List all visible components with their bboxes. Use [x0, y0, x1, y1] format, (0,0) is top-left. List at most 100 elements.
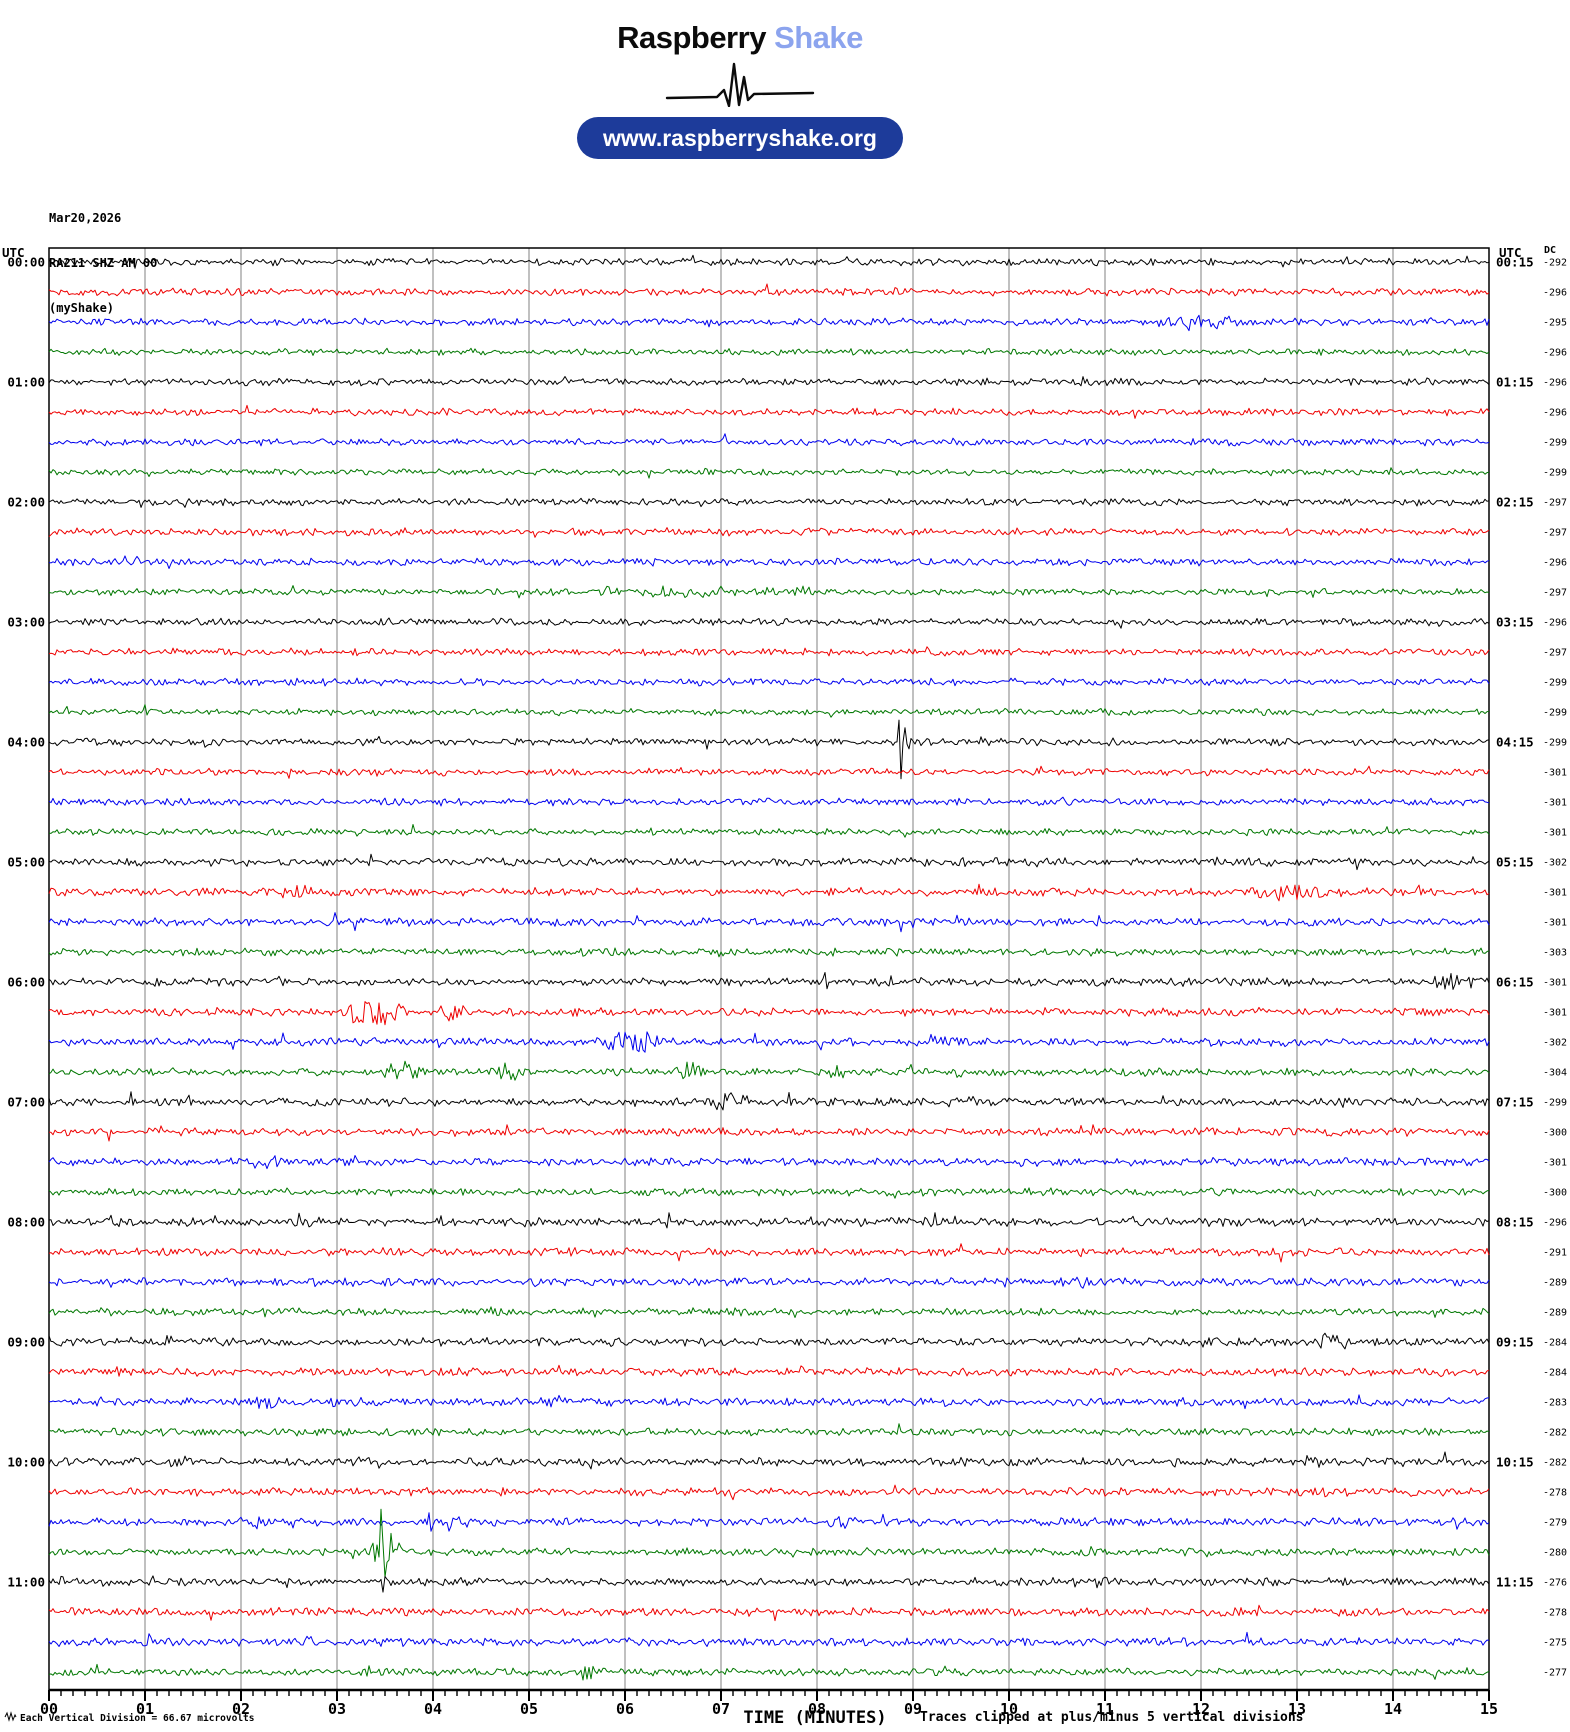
website-link[interactable]: www.raspberryshake.org [577, 117, 903, 159]
clip-note: Traces clipped at plus/minus 5 vertical … [920, 1710, 1304, 1725]
station-date: Mar20,2026 [49, 211, 122, 225]
dc-value: -275 [1543, 1638, 1567, 1649]
right-time-label: 02:15 [1496, 495, 1534, 510]
dc-value: -296 [1543, 348, 1567, 359]
seismogram-trace-row-19 [48, 824, 1490, 838]
dc-value: -297 [1543, 648, 1567, 659]
seismogram-trace-row-26 [48, 1031, 1490, 1053]
x-tick-label: 05 [520, 1700, 538, 1718]
x-tick-label: 14 [1384, 1700, 1402, 1718]
x-tick-label: 01 [136, 1700, 154, 1718]
dc-value: -295 [1543, 318, 1567, 329]
dc-value: -276 [1543, 1578, 1567, 1589]
dc-value: -304 [1543, 1068, 1567, 1079]
x-tick-label: 15 [1480, 1700, 1498, 1718]
dc-value: -289 [1543, 1278, 1567, 1289]
dc-value: -299 [1543, 738, 1567, 749]
dc-value: -282 [1543, 1458, 1567, 1469]
seismogram-trace-row-6 [48, 433, 1490, 447]
left-time-label: 07:00 [7, 1095, 45, 1110]
right-time-label: 03:15 [1496, 615, 1534, 630]
brand-shake: Shake [774, 20, 863, 55]
seismogram-trace-row-47 [48, 1663, 1490, 1681]
left-time-label: 11:00 [7, 1575, 45, 1590]
right-time-label: 08:15 [1496, 1215, 1534, 1230]
seismogram-trace-row-25 [48, 1001, 1490, 1026]
x-tick-label: 11 [1096, 1700, 1114, 1718]
seismogram-trace-row-46 [48, 1631, 1490, 1647]
dc-value: -282 [1543, 1428, 1567, 1439]
brand-logo: Raspberry Shake [617, 22, 863, 53]
right-time-label: 06:15 [1496, 975, 1534, 990]
dc-value: -299 [1543, 438, 1567, 449]
seismogram-trace-row-12 [48, 617, 1490, 629]
x-tick-label: 09 [904, 1700, 922, 1718]
dc-value: -297 [1543, 528, 1567, 539]
seismogram-trace-row-45 [48, 1604, 1490, 1622]
dc-value: -278 [1543, 1608, 1567, 1619]
dc-value: -284 [1543, 1338, 1567, 1349]
seismogram-trace-row-35 [48, 1306, 1490, 1318]
dc-value: -302 [1543, 1038, 1567, 1049]
left-time-label: 02:00 [7, 495, 45, 510]
seismogram-trace-row-8 [48, 497, 1490, 508]
dc-value: -278 [1543, 1488, 1567, 1499]
left-time-label: 04:00 [7, 735, 45, 750]
dc-value: -299 [1543, 678, 1567, 689]
right-time-label: 00:15 [1496, 255, 1534, 270]
right-time-label: 09:15 [1496, 1335, 1534, 1350]
dc-value: -301 [1543, 798, 1567, 809]
seismogram-trace-row-37 [48, 1364, 1490, 1378]
seismogram-trace-row-9 [48, 527, 1490, 538]
dc-value: -284 [1543, 1368, 1567, 1379]
seismogram-trace-row-36 [48, 1332, 1490, 1350]
seismogram-trace-row-16 [48, 719, 1490, 780]
seismogram-trace-row-15 [48, 704, 1490, 718]
seismogram-trace-row-23 [48, 947, 1490, 958]
right-time-label: 07:15 [1496, 1095, 1534, 1110]
dc-value: -301 [1543, 978, 1567, 989]
waveform-logo-icon [665, 62, 815, 107]
left-time-label: 03:00 [7, 615, 45, 630]
seismogram-trace-row-42 [48, 1512, 1490, 1532]
seismogram-trace-row-3 [48, 347, 1490, 356]
dc-value: -301 [1543, 828, 1567, 839]
dc-value: -296 [1543, 378, 1567, 389]
seismogram-trace-row-28 [48, 1091, 1490, 1111]
right-time-label: 11:15 [1496, 1575, 1534, 1590]
dc-value: -296 [1543, 558, 1567, 569]
utc-right-header: UTC [1499, 245, 1522, 260]
dc-value: -289 [1543, 1308, 1567, 1319]
dc-value: -299 [1543, 1098, 1567, 1109]
dc-value: -280 [1543, 1548, 1567, 1559]
seismogram-trace-row-4 [48, 376, 1490, 387]
dc-value: -299 [1543, 708, 1567, 719]
x-tick-label: 00 [40, 1700, 58, 1718]
dc-value: -279 [1543, 1518, 1567, 1529]
dc-value: -283 [1543, 1398, 1567, 1409]
dc-value: -292 [1543, 258, 1567, 269]
utc-left-header: UTC [2, 245, 25, 260]
dc-value: -277 [1543, 1668, 1567, 1679]
dc-value: -301 [1543, 888, 1567, 899]
seismogram-trace-row-38 [48, 1394, 1490, 1410]
seismogram-trace-row-10 [48, 555, 1490, 569]
dc-value: -300 [1543, 1188, 1567, 1199]
dc-value: -301 [1543, 1008, 1567, 1019]
seismogram-trace-row-43 [48, 1508, 1490, 1578]
x-tick-label: 07 [712, 1700, 730, 1718]
seismogram-trace-row-32 [48, 1212, 1490, 1229]
dc-value: -302 [1543, 858, 1567, 869]
seismogram-trace-row-34 [48, 1276, 1490, 1289]
x-tick-label: 04 [424, 1700, 442, 1718]
left-time-label: 09:00 [7, 1335, 45, 1350]
dc-value: -297 [1543, 498, 1567, 509]
right-time-label: 10:15 [1496, 1455, 1534, 1470]
left-time-label: 08:00 [7, 1215, 45, 1230]
seismogram-trace-row-22 [48, 912, 1490, 933]
station-network: (myShake) [49, 301, 115, 315]
header: Raspberry Shake www.raspberryshake.org [0, 0, 1480, 159]
seismogram-trace-row-44 [48, 1575, 1490, 1593]
